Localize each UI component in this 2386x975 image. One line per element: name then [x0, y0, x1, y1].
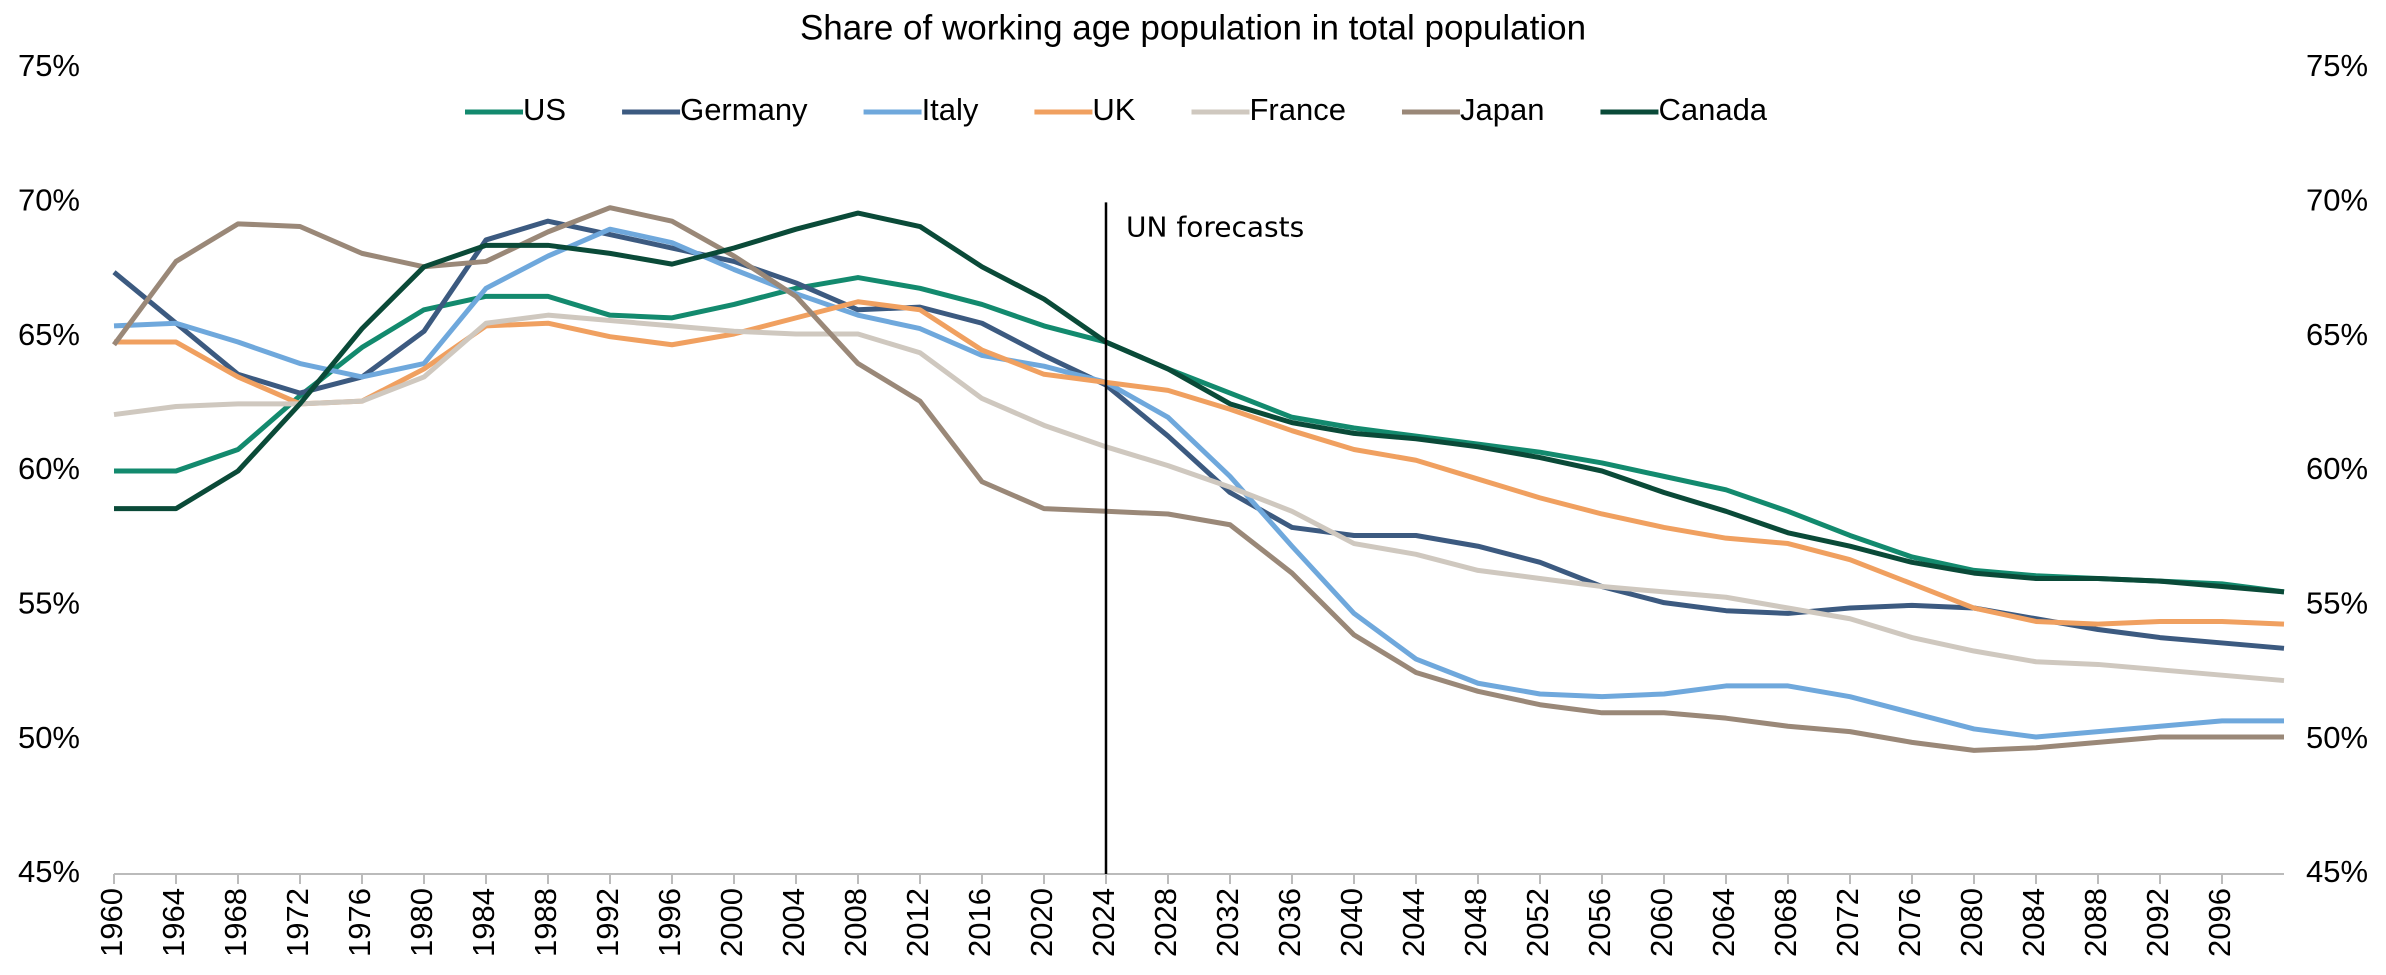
y-tick-label: 45%: [18, 854, 80, 889]
x-tick-label: 2016: [962, 888, 997, 957]
series-line: [114, 275, 2285, 595]
x-tick-label: 2088: [2078, 888, 2113, 957]
x-tick-label: 2080: [1954, 888, 1989, 957]
legend-label: UK: [1092, 92, 1135, 127]
x-tick-label: 2048: [1458, 888, 1493, 957]
x-tick-label: 2068: [1768, 888, 1803, 957]
x-tick-label: 2064: [1706, 888, 1741, 957]
x-tick-label: 2040: [1334, 888, 1369, 957]
x-tick-label: 1972: [280, 888, 315, 957]
x-tick-label: 1968: [218, 888, 253, 957]
y2-tick-label: 55%: [2306, 586, 2368, 621]
series-line: [111, 205, 2284, 753]
y2-tick-label: 65%: [2306, 317, 2368, 352]
x-tick-label: 2036: [1272, 888, 1307, 957]
series-line: [113, 312, 2285, 684]
legend-label: Japan: [1460, 92, 1544, 127]
x-tick-label: 1996: [652, 888, 687, 957]
legend-label: France: [1250, 92, 1346, 127]
x-tick-label: 2028: [1148, 888, 1183, 957]
y2-tick-label: 60%: [2306, 451, 2368, 486]
y2-tick-label: 50%: [2306, 720, 2368, 755]
x-tick-label: 2000: [714, 888, 749, 957]
series-line: [112, 218, 2285, 651]
x-tick-label: 2032: [1210, 888, 1245, 957]
y-tick-label: 75%: [18, 48, 80, 83]
x-tick-label: 2076: [1892, 888, 1927, 957]
y2-tick-label: 75%: [2306, 48, 2368, 83]
legend-label: Germany: [680, 92, 808, 127]
x-tick-label: 1964: [156, 888, 191, 957]
x-tick-label: 2056: [1582, 888, 1617, 957]
x-tick-label: 2012: [900, 888, 935, 957]
x-tick-label: 2008: [838, 888, 873, 957]
y-tick-label: 55%: [18, 586, 80, 621]
x-tick-label: 1992: [590, 888, 625, 957]
x-tick-label: 2052: [1520, 888, 1555, 957]
y-tick-label: 70%: [18, 183, 80, 218]
legend-label: US: [523, 92, 566, 127]
x-tick-label: 2072: [1830, 888, 1865, 957]
y-tick-label: 60%: [18, 451, 80, 486]
y-tick-label: 65%: [18, 317, 80, 352]
y2-tick-label: 70%: [2306, 183, 2368, 218]
x-tick-label: 2044: [1396, 888, 1431, 957]
series-line: [114, 210, 2285, 595]
x-tick-label: 2084: [2016, 888, 2051, 957]
legend-label: Italy: [922, 92, 979, 127]
chart-title: Share of working age population in total…: [800, 8, 1586, 47]
x-tick-label: 2092: [2140, 888, 2175, 957]
x-tick-label: 2020: [1024, 888, 1059, 957]
x-tick-label: 2004: [776, 888, 811, 957]
x-tick-label: 1984: [466, 888, 501, 957]
x-tick-label: 1960: [94, 888, 129, 957]
x-tick-label: 2060: [1644, 888, 1679, 957]
y-tick-label: 50%: [18, 720, 80, 755]
series-line: [113, 226, 2284, 740]
x-tick-label: 1980: [404, 888, 439, 957]
legend-label: Canada: [1658, 92, 1767, 127]
x-tick-label: 1976: [342, 888, 377, 957]
annotation-text: UN forecasts: [1126, 210, 1304, 243]
x-tick-label: 2024: [1086, 888, 1121, 957]
x-tick-label: 2096: [2202, 888, 2237, 957]
x-tick-label: 1988: [528, 888, 563, 957]
y2-tick-label: 45%: [2306, 854, 2368, 889]
